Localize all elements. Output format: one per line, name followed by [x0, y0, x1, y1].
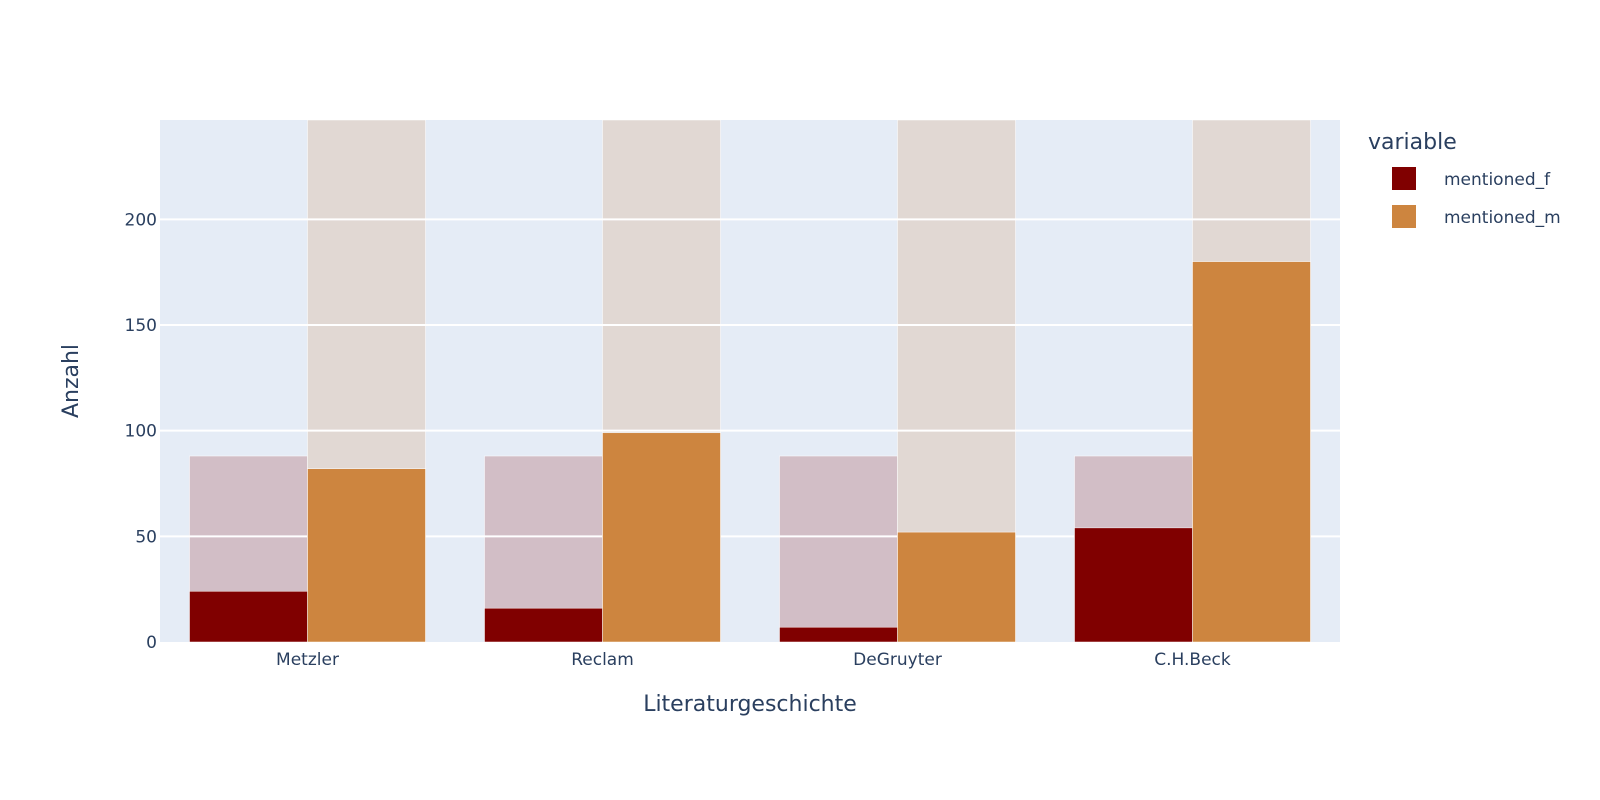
x-tick-label: Reclam	[571, 650, 634, 670]
y-tick-label: 0	[146, 633, 157, 653]
bar-mentioned_f-Metzler	[189, 591, 308, 643]
bar-mentioned_m-C.H.Beck	[1192, 261, 1311, 643]
legend-label-mentioned_f: mentioned_f	[1444, 170, 1551, 190]
legend-swatch-mentioned_f	[1392, 167, 1416, 190]
data-bars	[189, 261, 1311, 643]
bar-mentioned_f-C.H.Beck	[1074, 527, 1193, 643]
bar-mentioned_m-Metzler	[307, 468, 426, 643]
y-tick-label: 100	[125, 422, 157, 442]
x-axis-title: Literaturgeschichte	[643, 692, 857, 717]
x-tick-label: Metzler	[276, 650, 339, 670]
bar-mentioned_f-DeGruyter	[779, 626, 898, 643]
legend-title: variable	[1368, 130, 1457, 155]
x-tick-labels: Metzler Reclam DeGruyter C.H.Beck	[276, 650, 1231, 670]
y-tick-label: 200	[125, 210, 157, 230]
y-tick-label: 50	[135, 527, 157, 547]
x-tick-label: DeGruyter	[853, 650, 942, 670]
bar-mentioned_f-Reclam	[484, 607, 603, 643]
x-tick-label: C.H.Beck	[1154, 650, 1231, 670]
y-tick-label: 150	[125, 316, 157, 336]
legend: variable mentioned_f mentioned_m	[1368, 130, 1561, 228]
y-axis-title: Anzahl	[59, 344, 84, 418]
legend-swatch-mentioned_m	[1392, 205, 1416, 228]
bar-mentioned_m-DeGruyter	[897, 531, 1016, 643]
bar-mentioned_m-Reclam	[602, 432, 721, 643]
background-bars	[189, 119, 1311, 643]
legend-label-mentioned_m: mentioned_m	[1444, 208, 1561, 228]
background-bar-mentioned_f-DeGruyter	[779, 455, 898, 643]
y-tick-labels: 0 50 100 150 200	[125, 210, 157, 653]
